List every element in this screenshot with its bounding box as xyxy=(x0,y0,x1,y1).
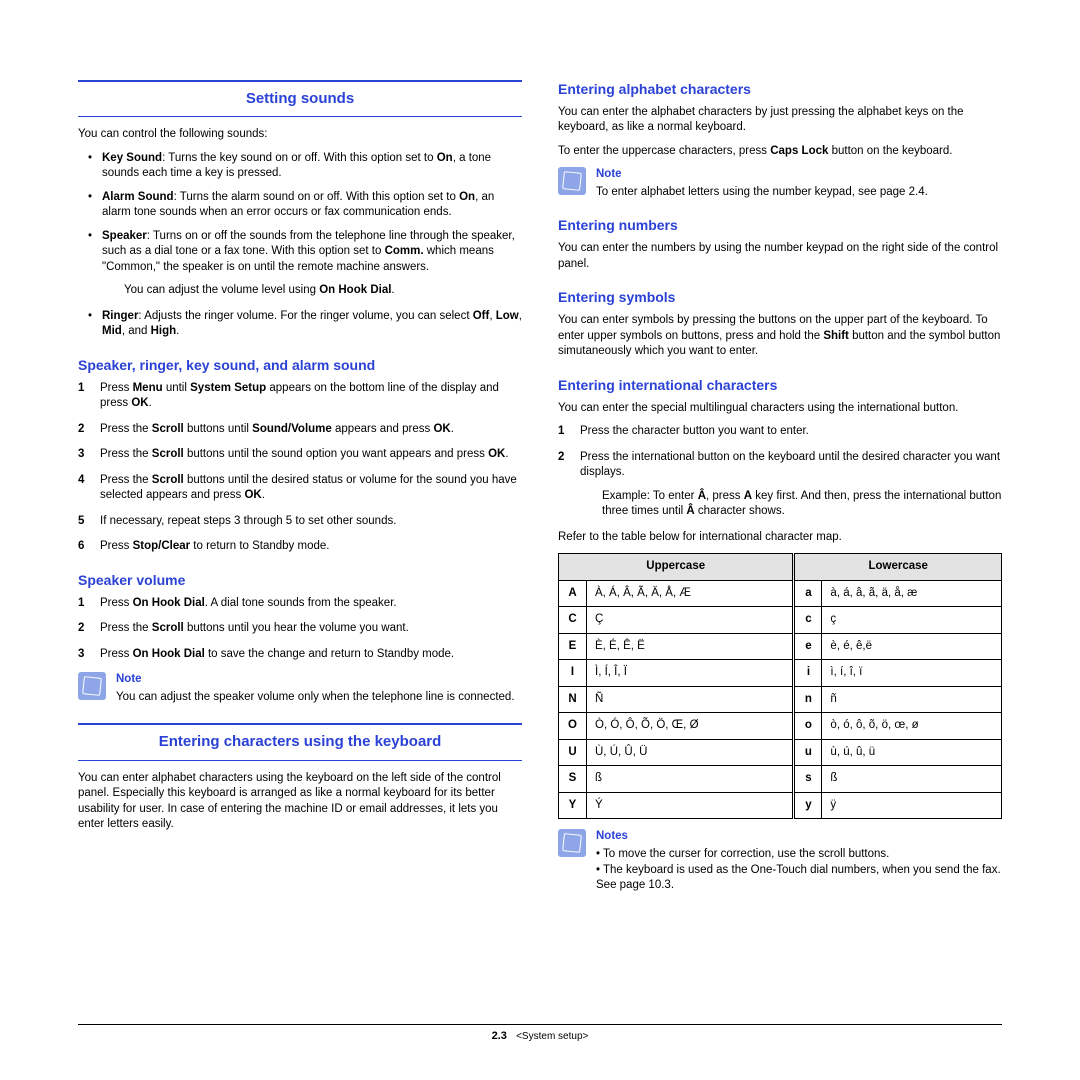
sounds-bullet-list: Key Sound: Turns the key sound on or off… xyxy=(78,151,522,340)
chars-intro: You can enter alphabet characters using … xyxy=(78,771,522,833)
bullet-speaker: Speaker: Turns on or off the sounds from… xyxy=(92,229,522,299)
note-bullet-2: • The keyboard is used as the One-Touch … xyxy=(596,863,1002,894)
note-content: Note To enter alphabet letters using the… xyxy=(596,167,928,200)
symbols-p: You can enter symbols by pressing the bu… xyxy=(558,313,1002,360)
intl-ref: Refer to the table below for internation… xyxy=(558,530,1002,546)
page-footer: 2.3 <System setup> xyxy=(78,1024,1002,1044)
heading-numbers: Entering numbers xyxy=(558,216,1002,235)
left-column: Setting sounds You can control the follo… xyxy=(78,80,522,904)
note-icon xyxy=(558,167,586,195)
step-intl-1: Press the character button you want to e… xyxy=(558,424,1002,440)
note-icon xyxy=(558,829,586,857)
heading-intl: Entering international characters xyxy=(558,376,1002,395)
step-spkvol-1: Press On Hook Dial. A dial tone sounds f… xyxy=(78,596,522,612)
table-row: YÝyÿ xyxy=(559,792,1002,819)
table-row: UÙ, Ú, Û, Üuù, ú, û, ü xyxy=(559,739,1002,766)
heading-srka: Speaker, ringer, key sound, and alarm so… xyxy=(78,356,522,375)
step-srka-5: If necessary, repeat steps 3 through 5 t… xyxy=(78,514,522,530)
table-row: AÀ, Á, Â, Ã, Ä, Å, Æaà, á, â, ã, ä, å, æ xyxy=(559,580,1002,607)
note-bullet-1: • To move the curser for correction, use… xyxy=(596,847,1002,863)
numbers-p: You can enter the numbers by using the n… xyxy=(558,241,1002,272)
note-alpha: Note To enter alphabet letters using the… xyxy=(558,167,1002,200)
steps-srka: Press Menu until System Setup appears on… xyxy=(78,381,522,555)
step-srka-6: Press Stop/Clear to return to Standby mo… xyxy=(78,539,522,555)
table-row: CÇcç xyxy=(559,607,1002,634)
note-content: Note You can adjust the speaker volume o… xyxy=(116,672,515,705)
steps-intl: Press the character button you want to e… xyxy=(558,424,1002,520)
page-columns: Setting sounds You can control the follo… xyxy=(78,80,1002,904)
step-spkvol-2: Press the Scroll buttons until you hear … xyxy=(78,621,522,637)
heading-entering-chars: Entering characters using the keyboard xyxy=(78,723,522,760)
intl-example: Example: To enter Â, press A key first. … xyxy=(602,489,1002,520)
table-row: OÒ, Ó, Ô, Õ, Ö, Œ, Øoò, ó, ô, õ, ö, œ, ø xyxy=(559,713,1002,740)
note-body: You can adjust the speaker volume only w… xyxy=(116,690,515,706)
step-intl-2: Press the international button on the ke… xyxy=(558,450,1002,520)
note-icon xyxy=(78,672,106,700)
note-content: Notes • To move the curser for correctio… xyxy=(596,829,1002,893)
step-spkvol-3: Press On Hook Dial to save the change an… xyxy=(78,647,522,663)
speaker-extra: You can adjust the volume level using On… xyxy=(124,283,522,299)
heading-setting-sounds: Setting sounds xyxy=(78,80,522,117)
table-row: EÈ, É, Ê, Ëeè, é, ê,ë xyxy=(559,633,1002,660)
alpha-p1: You can enter the alphabet characters by… xyxy=(558,105,1002,136)
note-speaker-volume: Note You can adjust the speaker volume o… xyxy=(78,672,522,705)
heading-symbols: Entering symbols xyxy=(558,288,1002,307)
heading-speaker-volume: Speaker volume xyxy=(78,571,522,590)
bullet-ringer: Ringer: Adjusts the ringer volume. For t… xyxy=(92,309,522,340)
step-srka-4: Press the Scroll buttons until the desir… xyxy=(78,473,522,504)
th-uppercase: Uppercase xyxy=(559,554,794,581)
right-column: Entering alphabet characters You can ent… xyxy=(558,80,1002,904)
section-name: <System setup> xyxy=(516,1031,588,1042)
table-row: Sßsß xyxy=(559,766,1002,793)
bullet-alarm-sound: Alarm Sound: Turns the alarm sound on or… xyxy=(92,190,522,221)
notes-footer: Notes • To move the curser for correctio… xyxy=(558,829,1002,893)
sounds-intro: You can control the following sounds: xyxy=(78,127,522,143)
bullet-key-sound: Key Sound: Turns the key sound on or off… xyxy=(92,151,522,182)
step-srka-3: Press the Scroll buttons until the sound… xyxy=(78,447,522,463)
note-body: To enter alphabet letters using the numb… xyxy=(596,185,928,201)
page-number: 2.3 xyxy=(492,1030,507,1042)
intl-p: You can enter the special multilingual c… xyxy=(558,401,1002,417)
step-srka-2: Press the Scroll buttons until Sound/Vol… xyxy=(78,422,522,438)
table-row: NÑnñ xyxy=(559,686,1002,713)
note-title: Notes xyxy=(596,829,1002,845)
step-srka-1: Press Menu until System Setup appears on… xyxy=(78,381,522,412)
steps-spkvol: Press On Hook Dial. A dial tone sounds f… xyxy=(78,596,522,663)
note-title: Note xyxy=(596,167,928,183)
intl-char-table: Uppercase Lowercase AÀ, Á, Â, Ã, Ä, Å, Æ… xyxy=(558,553,1002,819)
alpha-p2: To enter the uppercase characters, press… xyxy=(558,144,1002,160)
th-lowercase: Lowercase xyxy=(794,554,1002,581)
table-row: IÌ, Í, Î, Ïiì, í, î, ï xyxy=(559,660,1002,687)
note-title: Note xyxy=(116,672,515,688)
heading-alpha: Entering alphabet characters xyxy=(558,80,1002,99)
